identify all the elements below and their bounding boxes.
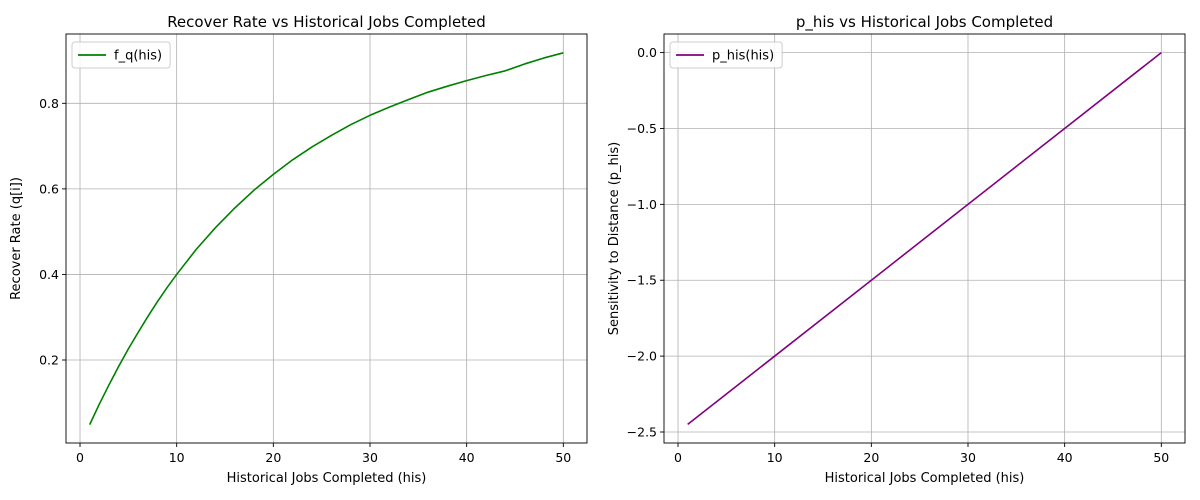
x-tick-label: 10: [169, 450, 185, 465]
series-line-p-his-his-: [687, 51, 1162, 426]
y-tick-label: −2.5: [627, 424, 657, 439]
x-tick-label: 40: [1057, 450, 1073, 465]
y-tick-label: 0.4: [39, 267, 59, 282]
x-tick-label: 50: [555, 450, 571, 465]
y-tick-label: 0.0: [637, 45, 657, 60]
y-tick-label: 0.8: [39, 96, 59, 111]
x-tick-label: 30: [362, 450, 378, 465]
x-tick-label: 50: [1153, 450, 1169, 465]
x-tick-label: 20: [265, 450, 281, 465]
axes-frame: [663, 33, 1186, 444]
legend: p_his(his): [669, 41, 783, 69]
y-tick-label: 0.6: [39, 181, 59, 196]
x-axis-label: Historical Jobs Completed (his): [227, 471, 427, 486]
y-axis-label: Sensitivity to Distance (p_his): [607, 142, 622, 336]
x-tick-label: 10: [767, 450, 783, 465]
x-axis-label: Historical Jobs Completed (his): [825, 471, 1025, 486]
chart-title: Recover Rate vs Historical Jobs Complete…: [167, 13, 486, 31]
x-tick-label: 0: [674, 450, 682, 465]
chart-panel-2: 0 10 20 30 40 50 −2.5 −2.0 −1.5 −1.0 −0.5 0.0 p_his …: [607, 13, 1186, 486]
legend-box: [71, 41, 171, 69]
legend-label: f_q(his): [114, 49, 162, 64]
axes-frame: [65, 33, 588, 444]
series-line-f-q-his-: [88, 52, 564, 425]
x-tick-label: 20: [863, 450, 879, 465]
y-axis-label: Recover Rate (q[i]): [9, 177, 24, 300]
x-tick-label: 40: [459, 450, 475, 465]
y-tick-label: −1.0: [627, 197, 657, 212]
legend-box: [669, 41, 783, 69]
y-tick-label: 0.2: [39, 353, 59, 368]
chart-title: p_his vs Historical Jobs Completed: [796, 13, 1053, 32]
chart-panel-1: 0 10 20 30 40 50 0.2 0.4 0.6 0.8 Recover Rate vs H…: [9, 13, 588, 486]
legend-label: p_his(his): [712, 49, 774, 64]
x-tick-label: 0: [76, 450, 84, 465]
legend: f_q(his): [71, 41, 171, 69]
y-tick-label: −0.5: [627, 121, 657, 136]
y-tick-label: −2.0: [627, 349, 657, 364]
y-tick-label: −1.5: [627, 273, 657, 288]
x-tick-label: 30: [960, 450, 976, 465]
